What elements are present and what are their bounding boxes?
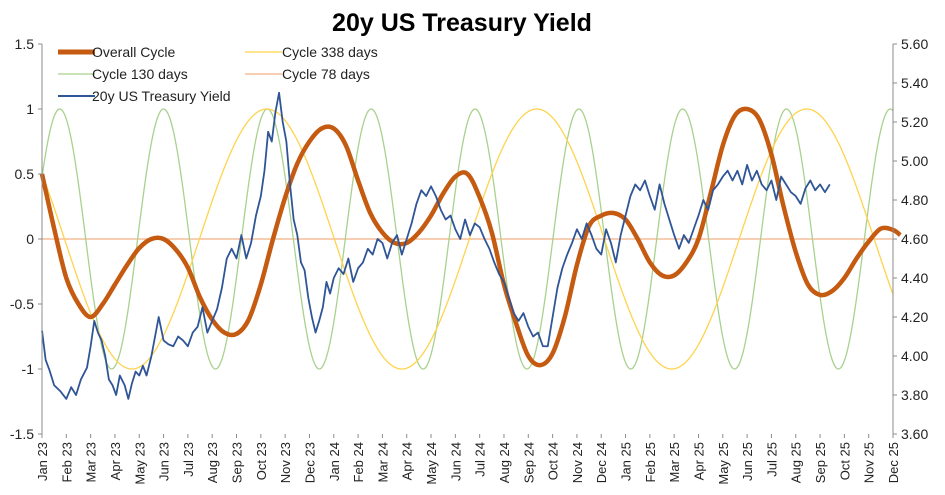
chart-title: 20y US Treasury Yield — [332, 9, 592, 37]
x-tick-label: Dec 23 — [302, 442, 317, 483]
x-tick-label: Jun 23 — [157, 442, 172, 481]
y-left-tick-label: 1 — [26, 101, 34, 117]
x-tick-label: May 25 — [716, 442, 731, 485]
series-cycle-338-days — [41, 108, 894, 370]
plot-area — [39, 91, 902, 400]
y-left-tick-label: -1 — [22, 361, 35, 377]
y-right-tick-label: 4.60 — [901, 231, 928, 247]
legend: Overall Cycle Cycle 338 days Cycle 130 d… — [58, 44, 378, 104]
x-tick-label: Jun 24 — [448, 442, 463, 481]
x-tick-label: Aug 23 — [205, 442, 220, 483]
y-left-tick-label: 1.5 — [15, 36, 35, 52]
y-right-tick-label: 5.20 — [901, 114, 928, 130]
y-left-tick-label: 0.5 — [15, 166, 35, 182]
x-axis: Jan 23 Feb 23 Mar 23 Apr 23 May 23 Jun 23 Jul … — [35, 434, 901, 485]
x-tick-label: Dec 25 — [886, 442, 901, 483]
legend-label-treasury-yield: 20y US Treasury Yield — [92, 88, 231, 104]
x-tick-label: Nov 25 — [862, 442, 877, 483]
x-tick-label: Dec 24 — [594, 442, 609, 483]
legend-label-cycle-338: Cycle 338 days — [282, 44, 378, 60]
x-tick-label: Oct 25 — [837, 442, 852, 480]
x-tick-label: Mar 24 — [375, 442, 390, 482]
y-right-tick-label: 5.60 — [901, 36, 928, 52]
y-right-tick-label: 3.80 — [901, 387, 928, 403]
legend-label-overall-cycle: Overall Cycle — [92, 44, 175, 60]
x-tick-label: Nov 24 — [570, 442, 585, 483]
x-tick-label: Feb 23 — [59, 442, 74, 482]
x-tick-label: Jun 25 — [740, 442, 755, 481]
x-tick-label: May 23 — [132, 442, 147, 485]
x-tick-label: Apr 24 — [400, 442, 415, 480]
y-left-tick-label: -0.5 — [10, 296, 34, 312]
y-right-tick-label: 4.20 — [901, 309, 928, 325]
series-overall-cycle — [39, 106, 902, 368]
x-tick-label: Jul 24 — [473, 442, 488, 477]
x-tick-label: Sep 23 — [230, 442, 245, 483]
series-cycle-130-days — [41, 108, 894, 370]
x-tick-label: Aug 25 — [789, 442, 804, 483]
y-right-tick-label: 5.00 — [901, 153, 928, 169]
x-tick-label: Jan 23 — [35, 442, 50, 481]
y-right-tick-label: 3.60 — [901, 426, 928, 442]
x-tick-label: Jan 25 — [619, 442, 634, 481]
x-tick-label: Apr 25 — [691, 442, 706, 480]
legend-label-cycle-78: Cycle 78 days — [282, 66, 370, 82]
y-left-tick-label: 0 — [26, 231, 34, 247]
y-right-tick-label: 4.40 — [901, 270, 928, 286]
x-tick-label: Jul 23 — [181, 442, 196, 477]
x-tick-label: Mar 25 — [667, 442, 682, 482]
series-20y-treasury-yield — [41, 91, 831, 400]
x-tick-label: Mar 23 — [84, 442, 99, 482]
x-tick-label: May 24 — [424, 442, 439, 485]
y-right-tick-label: 4.80 — [901, 192, 928, 208]
y-left-tick-label: -1.5 — [10, 426, 34, 442]
x-tick-label: Sep 24 — [521, 442, 536, 483]
legend-label-cycle-130: Cycle 130 days — [92, 66, 188, 82]
x-tick-label: Apr 23 — [108, 442, 123, 480]
x-tick-label: Feb 25 — [643, 442, 658, 482]
y-axis-right: 5.60 5.40 5.20 5.00 4.80 4.60 4.40 4.20 4.00 3.80… — [892, 36, 928, 442]
x-tick-label: Jan 24 — [327, 442, 342, 481]
x-tick-label: Jul 25 — [764, 442, 779, 477]
x-tick-label: Feb 24 — [351, 442, 366, 482]
x-tick-label: Sep 25 — [813, 442, 828, 483]
y-axis-left: 1.5 1 0.5 0 -0.5 -1 -1.5 — [10, 36, 43, 442]
x-tick-label: Oct 23 — [254, 442, 269, 480]
y-right-tick-label: 4.00 — [901, 348, 928, 364]
x-tick-label: Aug 24 — [497, 442, 512, 483]
x-tick-label: Oct 24 — [546, 442, 561, 480]
x-tick-label: Nov 23 — [278, 442, 293, 483]
y-right-tick-label: 5.40 — [901, 75, 928, 91]
